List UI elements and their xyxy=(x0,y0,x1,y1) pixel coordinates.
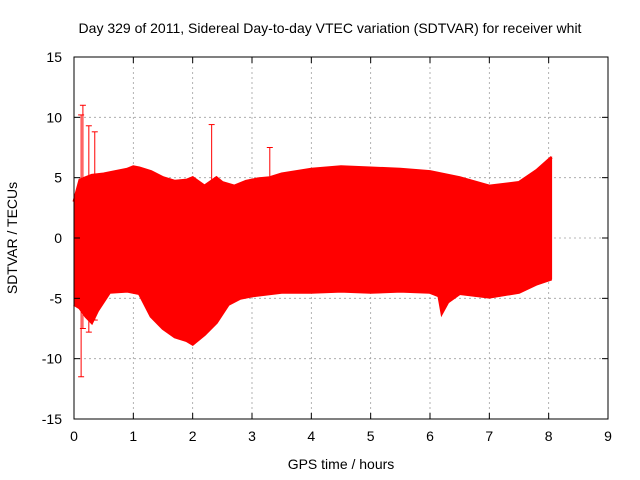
chart-title: Day 329 of 2011, Sidereal Day-to-day VTE… xyxy=(78,20,582,36)
x-tick-label: 5 xyxy=(367,428,375,444)
tick-labels: 0 1 2 3 4 5 6 7 8 9 -15 -10 -5 0 5 10 15 xyxy=(42,49,612,444)
y-tick-label: -15 xyxy=(42,411,62,427)
y-tick-label: 5 xyxy=(54,170,62,186)
x-tick-label: 1 xyxy=(129,428,137,444)
series-band xyxy=(73,156,553,345)
x-tick-label: 9 xyxy=(604,428,612,444)
y-axis-label: SDTVAR / TECUs xyxy=(4,181,20,295)
y-tick-label: 15 xyxy=(46,49,62,65)
x-tick-label: 2 xyxy=(189,428,197,444)
y-tick-label: -5 xyxy=(50,290,63,306)
series-lower-edge xyxy=(73,277,553,347)
x-tick-label: 6 xyxy=(426,428,434,444)
x-tick-label: 3 xyxy=(248,428,256,444)
x-tick-label: 4 xyxy=(307,428,315,444)
x-axis-label: GPS time / hours xyxy=(287,456,395,472)
y-tick-label: 10 xyxy=(46,109,62,125)
x-tick-label: 0 xyxy=(70,428,78,444)
data-layer xyxy=(72,104,553,378)
x-tick-label: 8 xyxy=(545,428,553,444)
axis-ticks xyxy=(73,56,609,420)
y-tick-label: -10 xyxy=(42,351,62,367)
x-tick-label: 7 xyxy=(485,428,493,444)
series-upper-edge xyxy=(72,156,553,203)
y-tick-label: 0 xyxy=(54,230,62,246)
